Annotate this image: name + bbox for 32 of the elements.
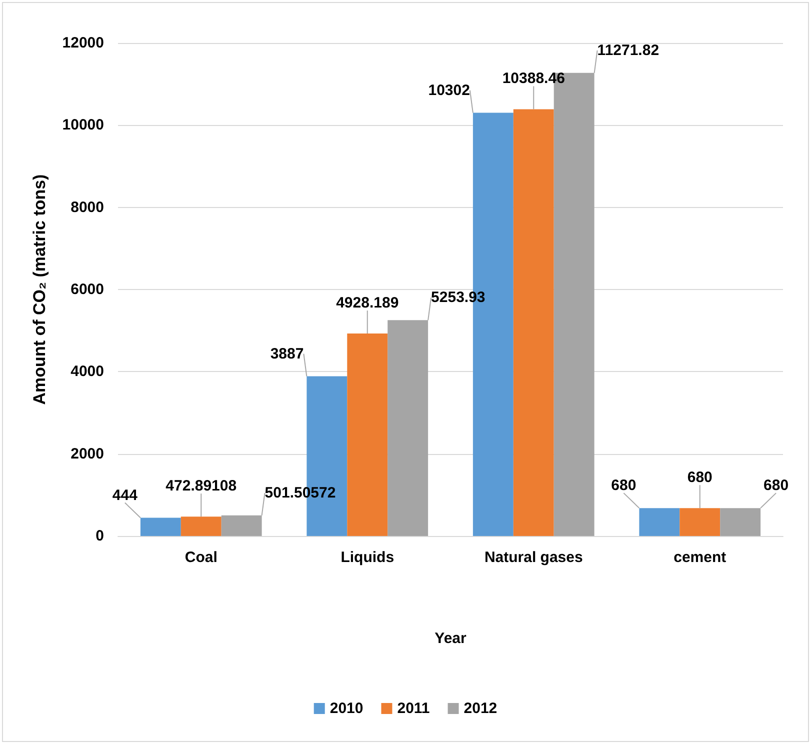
data-label: 472.89108 <box>166 478 237 495</box>
x-tick-label: Coal <box>184 549 218 566</box>
legend-label: 2011 <box>397 700 430 717</box>
y-tick-label: 8000 <box>70 198 104 216</box>
bar <box>140 518 181 536</box>
y-tick-label: 12000 <box>62 34 104 52</box>
y-tick-label: 6000 <box>70 281 104 298</box>
x-tick-label: Natural gases <box>484 549 583 566</box>
data-label: 4928.189 <box>336 294 399 312</box>
bar <box>680 508 720 536</box>
y-tick-label: 2000 <box>70 445 104 462</box>
y-tick-label: 4000 <box>70 363 104 380</box>
data-label: 680 <box>687 469 712 486</box>
bar <box>180 516 222 536</box>
legend-label: 2010 <box>330 700 364 717</box>
data-label: 3887 <box>270 345 304 362</box>
data-label: 10388.46 <box>502 70 565 88</box>
bar <box>639 508 680 536</box>
data-label: 10302 <box>428 82 470 99</box>
x-axis-title: Year <box>434 630 467 647</box>
x-tick-label: Liquids <box>340 549 394 566</box>
data-label: 680 <box>611 477 636 494</box>
data-label: 680 <box>764 477 789 494</box>
legend-label: 2012 <box>464 700 498 717</box>
bar <box>347 334 388 536</box>
x-tick-label: cement <box>674 549 726 566</box>
bar <box>513 109 554 536</box>
data-label: 444 <box>112 486 138 504</box>
data-label: 11271.82 <box>597 42 660 59</box>
y-axis-title: Amount of CO₂ (matric tons) <box>30 174 49 405</box>
y-tick-label: 10000 <box>62 116 104 134</box>
y-tick-label: 0 <box>96 528 104 544</box>
